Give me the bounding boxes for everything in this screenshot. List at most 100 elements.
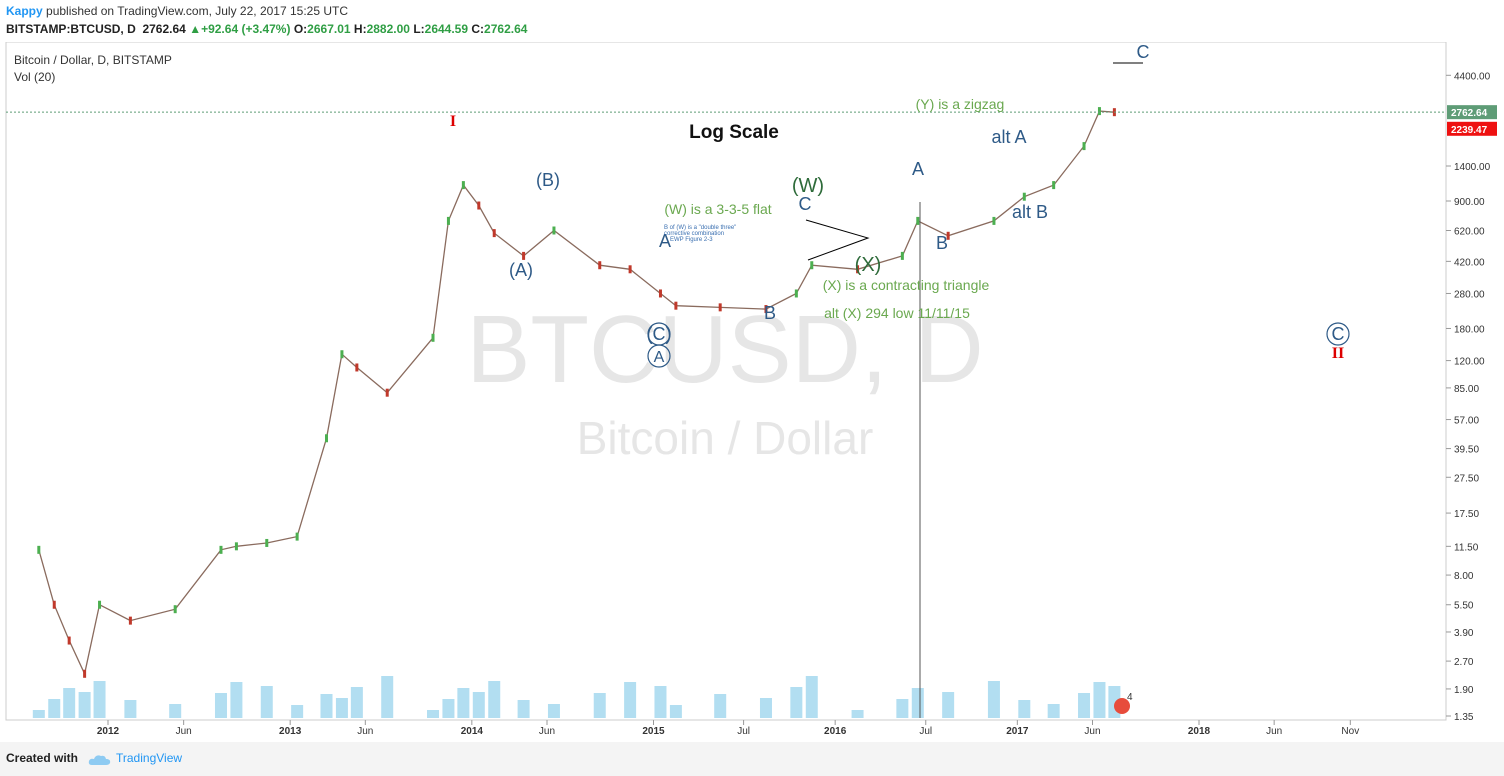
wave-label: alt B [1012, 202, 1048, 222]
price-candle [628, 265, 632, 274]
volume-bar [169, 704, 182, 718]
volume-bar [260, 686, 273, 718]
wave-circle [1326, 322, 1350, 346]
x-tick-label: Jun [176, 726, 192, 737]
publish-info: published on TradingView.com, July 22, 2… [46, 4, 348, 18]
price-candle [1082, 142, 1086, 151]
wave-label: (W) [792, 175, 824, 197]
volume-bar [291, 705, 304, 718]
price-candle [431, 333, 435, 342]
volume-bar [669, 705, 682, 718]
volume-bar [472, 692, 485, 718]
volume-bar [805, 676, 818, 718]
high-value: 2882.00 [366, 22, 410, 36]
price-candle [265, 538, 269, 547]
volume-bar [124, 700, 137, 718]
price-candle [810, 261, 814, 270]
volume-bar [93, 681, 106, 718]
volume-bar [214, 693, 227, 718]
price-candle [1022, 192, 1026, 201]
chart-header: Kappy published on TradingView.com, July… [0, 0, 1504, 42]
watermark-symbol: BTCUSD, D [466, 296, 983, 403]
flag-icon [1114, 698, 1130, 714]
y-tick-label: 180.00 [1454, 324, 1485, 335]
wave-label: (A) [509, 260, 533, 280]
price-candle [794, 289, 798, 298]
low-value: 2644.59 [424, 22, 469, 36]
price-axis[interactable]: 4400.00 1400.00 900.00 620.00 420.00 280.00 18… [1446, 71, 1497, 723]
price-chart[interactable]: BTCUSD, D Bitcoin / Dollar Bitcoin / Dol… [0, 42, 1504, 742]
wave-label: A [912, 159, 924, 179]
price-candle [1097, 107, 1101, 116]
price-candle [522, 251, 526, 260]
wave-label: (Y) is a zigzag [916, 96, 1005, 112]
volume-bar [654, 686, 667, 718]
tradingview-brand[interactable]: TradingView [116, 751, 183, 765]
time-axis[interactable]: 2012 Jun 2013 Jun 2014 Jun 2015 Jul 2016 Jul 2017 J… [97, 720, 1359, 737]
volume-bar [320, 694, 333, 718]
price-series [37, 107, 1116, 678]
wave-label: (X) [855, 254, 882, 276]
close-value: 2762.64 [484, 22, 528, 36]
author-name[interactable]: Kappy [6, 4, 43, 18]
plot-area[interactable] [5, 42, 1447, 721]
wave-label: B [936, 233, 948, 253]
x-tick-label: 2013 [279, 726, 302, 737]
legend-volume: Vol (20) [14, 70, 55, 84]
open-value: 2667.01 [307, 22, 351, 36]
volume-bar [350, 687, 363, 718]
y-tick-label: 3.90 [1454, 628, 1474, 639]
x-tick-label: Jun [539, 726, 555, 737]
volume-bar [335, 698, 348, 718]
volume-bar [759, 698, 772, 718]
volume-bar [896, 699, 909, 718]
ticker-line: BITSTAMP:BTCUSD, D 2762.64 ▲+92.64 (+3.4… [6, 22, 527, 36]
wave-label: alt A [991, 127, 1026, 147]
y-tick-label: 4400.00 [1454, 71, 1491, 82]
y-tick-label: 1400.00 [1454, 162, 1491, 173]
volume-bar [63, 688, 76, 718]
volume-bar [624, 682, 637, 718]
volume-bar [488, 681, 501, 718]
wave-label: II [1332, 345, 1344, 362]
wave-label: A [659, 231, 671, 251]
y-tick-label: 1.35 [1454, 712, 1474, 723]
price-candle [234, 542, 238, 551]
price-candle [37, 545, 41, 554]
volume-bar [1018, 700, 1031, 718]
price-candle [173, 605, 177, 614]
price-candle [552, 226, 556, 235]
price-badge [1447, 121, 1497, 136]
price-candle [340, 350, 344, 359]
wave-label: B of (W) is a "double three" [664, 225, 736, 231]
y-tick-label: 27.50 [1454, 473, 1479, 484]
price-candle [98, 600, 102, 609]
last-price: 2762.64 [142, 22, 186, 36]
y-tick-label: 39.50 [1454, 445, 1479, 456]
volume-event-count: 4 [1127, 692, 1133, 703]
open-label: O: [293, 22, 308, 36]
volume-bar [1078, 693, 1091, 718]
wave-label: I [450, 113, 456, 130]
volume-bar [547, 704, 560, 718]
chart-title: Log Scale [689, 122, 779, 143]
volume-bar [593, 693, 606, 718]
price-candle [355, 363, 359, 372]
y-tick-label: 2.70 [1454, 657, 1474, 668]
price-candle [674, 301, 678, 310]
volume-bar [381, 676, 394, 718]
wave-label-circled-a: A [654, 349, 665, 366]
price-badge-label: 2239.47 [1451, 125, 1488, 136]
price-candle [477, 201, 481, 210]
created-with: Created with [6, 751, 79, 765]
price-candle [492, 229, 496, 238]
volume-bar [911, 688, 924, 718]
y-tick-label: 620.00 [1454, 227, 1485, 238]
watermark-name: Bitcoin / Dollar [577, 412, 874, 464]
ticker-symbol[interactable]: BITSTAMP:BTCUSD, D [6, 22, 136, 36]
volume-bar [517, 700, 530, 718]
x-tick-label: 2012 [97, 726, 120, 737]
x-tick-label: Jun [1266, 726, 1282, 737]
volume-bar [457, 688, 470, 718]
volume-bar [942, 692, 955, 718]
